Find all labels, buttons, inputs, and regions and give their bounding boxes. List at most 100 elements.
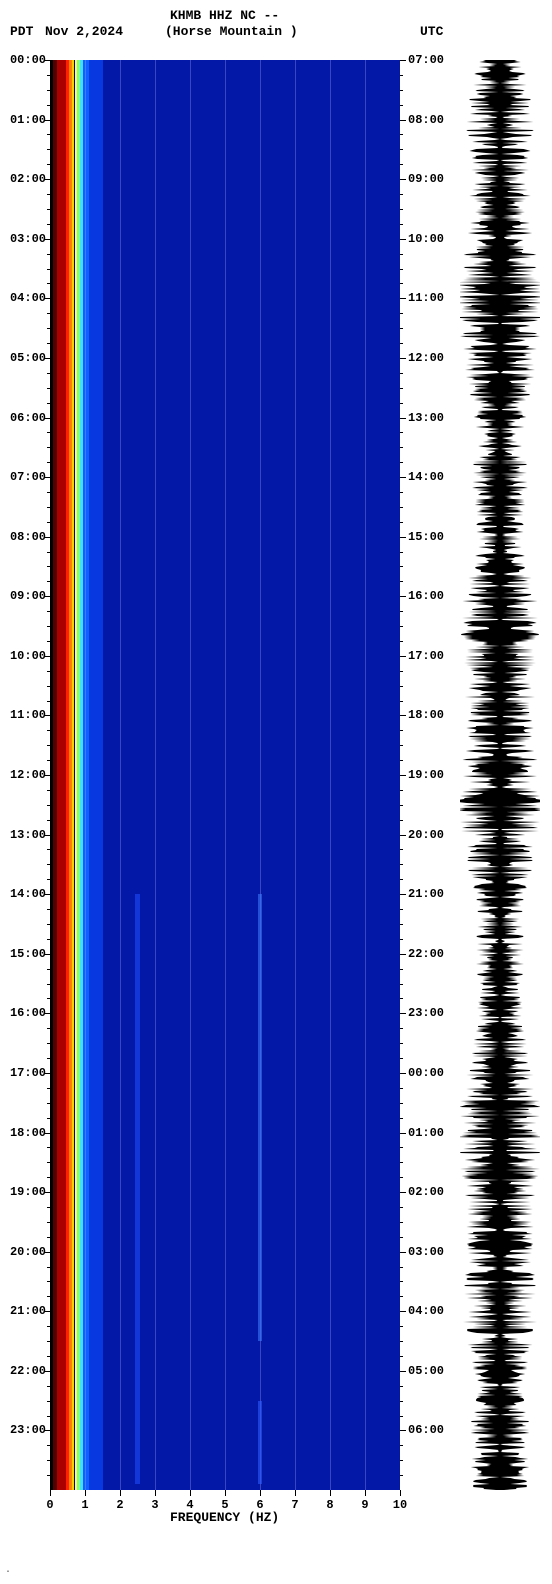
- minor-tick: [400, 313, 403, 314]
- utc-tick: [400, 1013, 406, 1014]
- minor-tick: [47, 164, 50, 165]
- minor-tick: [47, 909, 50, 910]
- minor-tick: [400, 552, 403, 553]
- utc-tick-label: 03:00: [408, 1245, 444, 1259]
- x-tick: [85, 1490, 86, 1496]
- minor-tick: [47, 462, 50, 463]
- minor-tick: [47, 1177, 50, 1178]
- utc-tick: [400, 715, 406, 716]
- utc-tick-label: 16:00: [408, 589, 444, 603]
- minor-tick: [400, 373, 403, 374]
- minor-tick: [47, 939, 50, 940]
- utc-tick: [400, 537, 406, 538]
- minor-tick: [400, 969, 403, 970]
- minor-tick: [47, 209, 50, 210]
- minor-tick: [400, 507, 403, 508]
- minor-tick: [47, 313, 50, 314]
- minor-tick: [47, 1326, 50, 1327]
- pdt-tick: [44, 1133, 50, 1134]
- x-tick: [120, 1490, 121, 1496]
- minor-tick: [47, 1267, 50, 1268]
- x-tick: [400, 1490, 401, 1496]
- utc-tick: [400, 775, 406, 776]
- minor-tick: [400, 224, 403, 225]
- pdt-tick-label: 06:00: [0, 411, 46, 425]
- utc-tick-label: 20:00: [408, 828, 444, 842]
- utc-tick-label: 13:00: [408, 411, 444, 425]
- minor-tick: [47, 432, 50, 433]
- x-tick: [225, 1490, 226, 1496]
- pdt-tick: [44, 1073, 50, 1074]
- minor-tick: [47, 328, 50, 329]
- spectro-band: [57, 60, 66, 1490]
- minor-tick: [400, 1103, 403, 1104]
- x-tick: [365, 1490, 366, 1496]
- minor-tick: [47, 1475, 50, 1476]
- minor-tick: [400, 1028, 403, 1029]
- right-timezone-label: UTC: [420, 24, 443, 39]
- minor-tick: [47, 1445, 50, 1446]
- minor-tick: [400, 269, 403, 270]
- utc-tick: [400, 239, 406, 240]
- x-tick-label: 9: [361, 1498, 368, 1512]
- utc-tick-label: 22:00: [408, 947, 444, 961]
- minor-tick: [400, 1237, 403, 1238]
- pdt-tick-label: 00:00: [0, 53, 46, 67]
- pdt-tick-label: 02:00: [0, 172, 46, 186]
- pdt-tick: [44, 1192, 50, 1193]
- utc-tick-label: 06:00: [408, 1423, 444, 1437]
- minor-tick: [400, 1177, 403, 1178]
- minor-tick: [47, 254, 50, 255]
- minor-tick: [47, 745, 50, 746]
- minor-tick: [400, 164, 403, 165]
- minor-tick: [400, 149, 403, 150]
- minor-tick: [400, 283, 403, 284]
- minor-tick: [47, 224, 50, 225]
- pdt-tick: [44, 120, 50, 121]
- minor-tick: [400, 1386, 403, 1387]
- minor-tick: [400, 462, 403, 463]
- minor-tick: [400, 864, 403, 865]
- minor-tick: [400, 105, 403, 106]
- minor-tick: [400, 90, 403, 91]
- utc-tick: [400, 179, 406, 180]
- spectro-band: [103, 60, 401, 1490]
- minor-tick: [47, 1416, 50, 1417]
- x-tick: [260, 1490, 261, 1496]
- minor-tick: [400, 1162, 403, 1163]
- pdt-tick-label: 12:00: [0, 768, 46, 782]
- x-tick: [190, 1490, 191, 1496]
- pdt-tick-label: 16:00: [0, 1006, 46, 1020]
- pdt-tick: [44, 775, 50, 776]
- utc-tick: [400, 954, 406, 955]
- minor-tick: [400, 194, 403, 195]
- pdt-tick: [44, 1311, 50, 1312]
- spectro-gridline: [155, 60, 156, 1490]
- minor-tick: [400, 566, 403, 567]
- date-label: Nov 2,2024: [45, 24, 123, 39]
- minor-tick: [400, 1088, 403, 1089]
- utc-tick-label: 23:00: [408, 1006, 444, 1020]
- minor-tick: [47, 760, 50, 761]
- minor-tick: [400, 879, 403, 880]
- utc-tick: [400, 298, 406, 299]
- minor-tick: [47, 671, 50, 672]
- minor-tick: [400, 522, 403, 523]
- minor-tick: [400, 760, 403, 761]
- utc-tick: [400, 120, 406, 121]
- pdt-tick-label: 20:00: [0, 1245, 46, 1259]
- minor-tick: [400, 924, 403, 925]
- x-tick-label: 10: [393, 1498, 407, 1512]
- minor-tick: [47, 522, 50, 523]
- minor-tick: [47, 611, 50, 612]
- utc-tick-label: 21:00: [408, 887, 444, 901]
- pdt-tick: [44, 537, 50, 538]
- utc-tick: [400, 894, 406, 895]
- utc-tick-label: 18:00: [408, 708, 444, 722]
- minor-tick: [400, 686, 403, 687]
- pdt-tick-label: 15:00: [0, 947, 46, 961]
- utc-tick: [400, 1311, 406, 1312]
- utc-tick-label: 11:00: [408, 291, 444, 305]
- utc-tick: [400, 656, 406, 657]
- pdt-tick-label: 21:00: [0, 1304, 46, 1318]
